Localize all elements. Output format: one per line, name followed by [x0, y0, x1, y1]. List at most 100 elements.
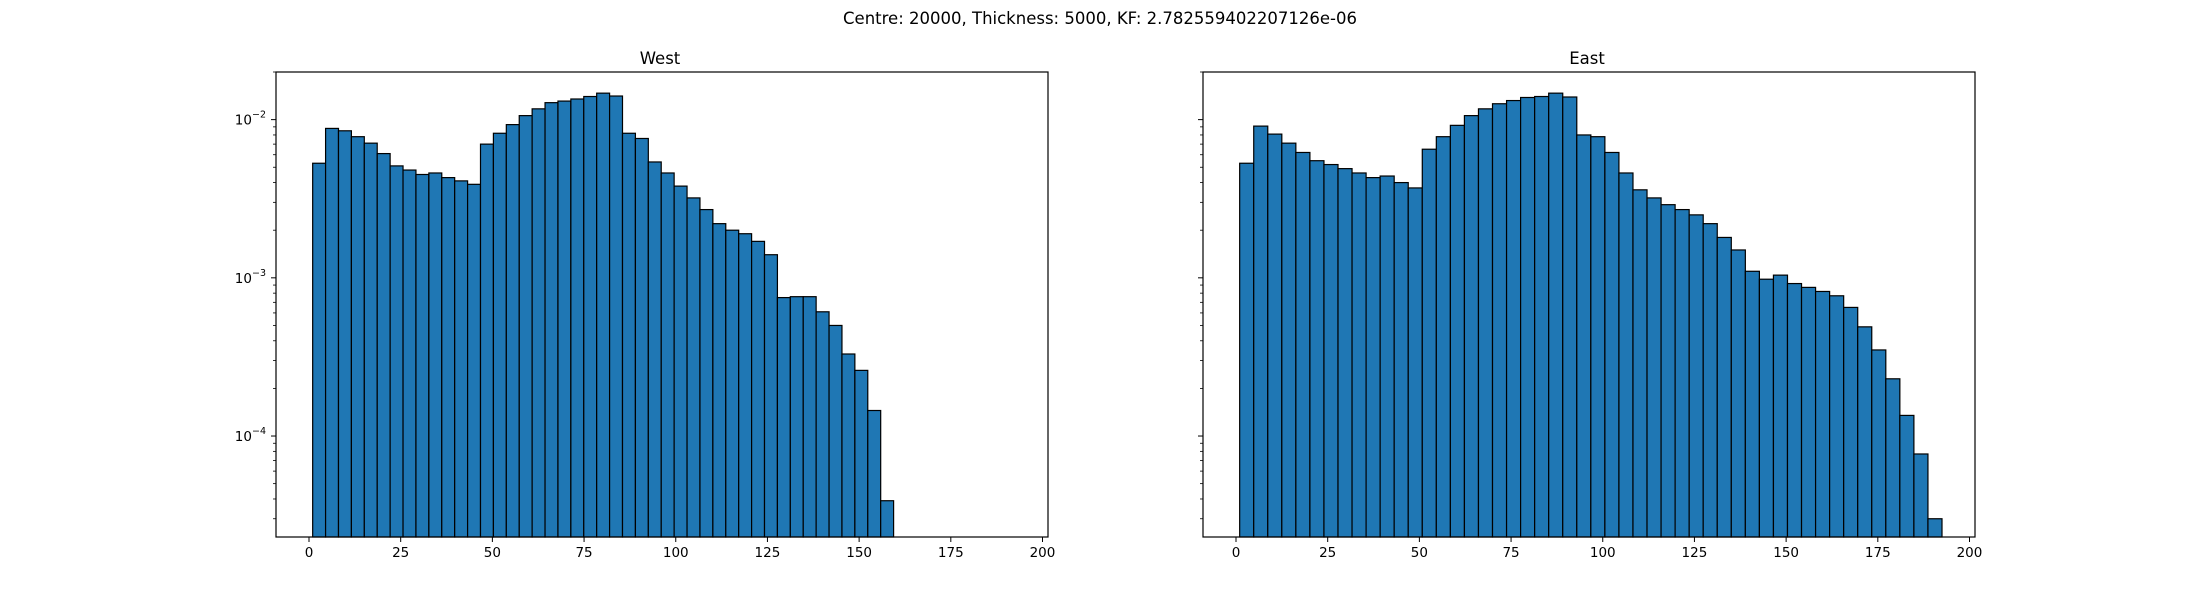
- west-bar: [441, 177, 456, 538]
- west-y-axis: 10−4 10−3 10−2: [235, 71, 276, 520]
- west-y-tick-label: 10−3: [235, 268, 266, 287]
- east-bar: [1730, 249, 1746, 538]
- west-bar: [634, 137, 649, 538]
- west-bar: [583, 95, 598, 538]
- east-bar: [1857, 326, 1873, 538]
- west-x-tick-label: 125: [755, 545, 781, 561]
- east-x-tick-label: 0: [1232, 545, 1241, 561]
- east-bar: [1829, 295, 1845, 538]
- west-bar: [660, 172, 675, 538]
- west-bar: [596, 92, 611, 538]
- west-bar: [337, 130, 352, 538]
- east-bar: [1688, 214, 1704, 538]
- east-bar: [1674, 208, 1690, 538]
- west-x-tick-label: 0: [305, 545, 314, 561]
- west-bar: [428, 172, 443, 538]
- east-bar: [1337, 168, 1353, 538]
- east-bar: [1786, 282, 1803, 538]
- east-bar: [1885, 378, 1901, 538]
- east-x-tick-label: 175: [1865, 545, 1891, 561]
- west-bars: [312, 92, 895, 538]
- west-bar: [686, 197, 701, 538]
- east-bar: [1309, 160, 1325, 538]
- east-x-tick-label: 125: [1682, 545, 1708, 561]
- east-bar: [1435, 136, 1451, 538]
- west-x-tick-label: 100: [663, 545, 689, 561]
- west-bar: [828, 324, 843, 538]
- west-histogram-panel: West 0 25 50 75 100 125 150 175 200 10−4 10−3 10−2: [235, 49, 1056, 561]
- west-bar: [363, 142, 378, 538]
- east-bar: [1646, 197, 1662, 538]
- west-bar: [544, 102, 559, 538]
- east-bar: [1716, 236, 1732, 538]
- east-bar: [1379, 175, 1395, 538]
- east-x-axis: 0 25 50 75 100 125 150 175 200: [1232, 537, 1983, 561]
- west-bar: [673, 185, 688, 538]
- east-bar: [1660, 204, 1676, 538]
- east-histogram-panel: East 0 25 50 75 100 125 150 175 200: [1198, 49, 1982, 561]
- east-bar: [1477, 108, 1494, 538]
- west-bar: [699, 208, 714, 538]
- east-bar: [1421, 148, 1437, 538]
- east-bar: [1899, 414, 1915, 538]
- west-axes-title: West: [640, 49, 681, 68]
- west-bar: [621, 132, 637, 538]
- east-bar: [1449, 124, 1466, 538]
- east-x-tick-label: 50: [1411, 545, 1428, 561]
- west-bar: [815, 311, 830, 538]
- west-bar: [531, 108, 546, 538]
- west-bar: [492, 132, 507, 538]
- west-x-tick-label: 175: [938, 545, 964, 561]
- east-x-tick-label: 100: [1590, 545, 1616, 561]
- east-x-tick-label: 75: [1502, 545, 1519, 561]
- east-bar: [1814, 290, 1831, 538]
- east-bar: [1913, 453, 1929, 538]
- west-bar: [841, 353, 856, 538]
- west-bar: [454, 180, 469, 538]
- east-bar: [1590, 136, 1606, 538]
- west-bar: [854, 369, 869, 538]
- east-bar: [1351, 172, 1367, 538]
- east-bar: [1323, 163, 1339, 538]
- west-y-tick-label: 10−2: [235, 110, 266, 129]
- east-bar: [1505, 99, 1522, 538]
- east-bar: [1393, 181, 1409, 538]
- west-bar: [880, 500, 895, 538]
- west-bar: [415, 173, 430, 538]
- west-bar: [376, 152, 391, 538]
- west-bar: [350, 136, 365, 538]
- west-x-tick-label: 150: [846, 545, 872, 561]
- west-bar: [570, 98, 585, 538]
- east-bar: [1576, 134, 1592, 538]
- west-axes-frame: [275, 71, 1049, 538]
- west-bar: [557, 100, 572, 538]
- east-bar: [1758, 278, 1775, 538]
- west-bar: [479, 143, 495, 538]
- east-bar: [1253, 125, 1269, 538]
- east-bar: [1463, 115, 1480, 538]
- west-bar: [750, 240, 766, 538]
- east-x-tick-label: 150: [1773, 545, 1799, 561]
- west-bar: [505, 124, 520, 538]
- west-x-axis: 0 25 50 75 100 125 150 175 200: [305, 537, 1055, 561]
- east-axes-frame: [1202, 71, 1976, 538]
- west-bar: [518, 115, 533, 538]
- east-bar: [1772, 274, 1789, 538]
- east-bar: [1632, 189, 1648, 538]
- west-bar: [466, 183, 482, 538]
- west-bar: [725, 229, 740, 538]
- west-bar: [712, 223, 727, 538]
- west-bar: [389, 165, 404, 538]
- east-bar: [1871, 349, 1887, 538]
- west-bar: [763, 254, 779, 538]
- east-x-tick-label: 25: [1319, 545, 1336, 561]
- east-bar: [1239, 162, 1255, 538]
- west-x-tick-label: 75: [575, 545, 592, 561]
- east-bar: [1548, 92, 1564, 538]
- west-bar: [312, 162, 327, 538]
- east-x-tick-label: 200: [1957, 545, 1983, 561]
- west-bar: [867, 409, 882, 538]
- west-bar: [802, 296, 817, 538]
- east-bar: [1365, 177, 1381, 538]
